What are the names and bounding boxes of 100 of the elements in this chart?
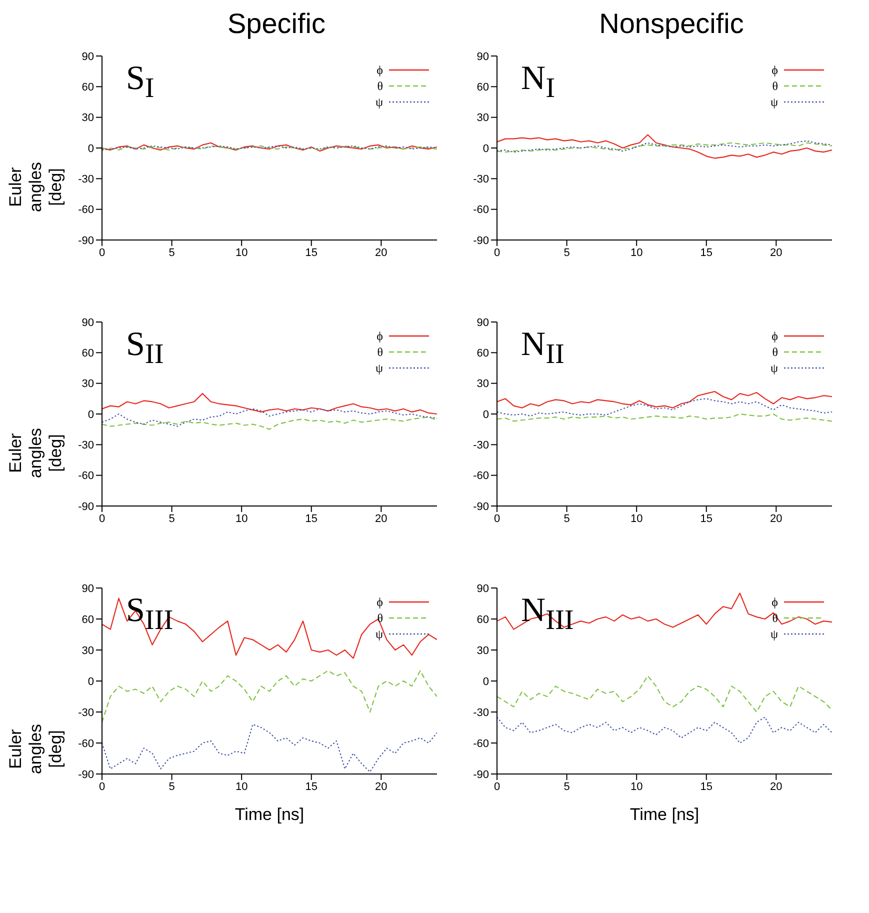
line-series (102, 142, 437, 152)
legend-label: ψ (770, 626, 778, 642)
y-tick-label: 0 (482, 142, 489, 155)
x-tick-label: 15 (700, 512, 712, 525)
y-tick-label: 60 (82, 348, 94, 360)
y-tick-label: 30 (82, 644, 94, 657)
legend-label: ϕ (376, 62, 383, 78)
x-axis-title: Time [ns] (234, 805, 304, 824)
x-tick-label: 5 (168, 780, 175, 793)
legend-label: ϕ (376, 328, 383, 344)
legend-label: θ (377, 610, 383, 626)
y-tick-label: 0 (88, 408, 94, 421)
legend-label: ψ (770, 94, 778, 110)
x-tick-label: 10 (630, 512, 643, 525)
line-series (102, 670, 437, 723)
x-tick-label: 0 (494, 512, 500, 525)
x-tick-label: 15 (700, 780, 712, 793)
line-series (102, 408, 437, 427)
y-tick-label: 30 (476, 378, 489, 390)
y-tick-label: -90 (473, 768, 489, 781)
y-tick-label: 0 (482, 408, 489, 421)
y-tick-label: 0 (482, 676, 489, 688)
y-tick-label: -90 (78, 500, 94, 513)
x-tick-label: 20 (770, 780, 782, 793)
y-tick-label: -60 (473, 738, 489, 750)
x-tick-label: 0 (494, 780, 500, 793)
legend-label: θ (772, 344, 778, 360)
y-tick-label: 60 (476, 614, 489, 626)
x-tick-label: 0 (98, 512, 106, 525)
legend-label: ψ (375, 626, 383, 642)
annotation: N$_{II}$ (521, 326, 564, 371)
y-tick-label: -60 (78, 738, 94, 750)
x-tick-label: 10 (630, 246, 643, 259)
y-tick-label: -30 (473, 706, 489, 719)
x-tick-label: 15 (305, 246, 318, 259)
x-tick-label: 5 (168, 246, 175, 259)
y-axis-title: Euler angles [deg] (6, 426, 66, 480)
y-tick-label: -30 (78, 440, 94, 452)
x-tick-label: 20 (770, 512, 782, 525)
y-tick-label: 60 (476, 348, 489, 360)
y-tick-label: 90 (476, 582, 489, 595)
y-tick-label: -90 (473, 500, 489, 513)
annotation: S$_{I}$ (126, 60, 154, 105)
y-axis-title: Euler angles [deg] (6, 722, 66, 776)
y-tick-label: 90 (476, 316, 489, 329)
line-series (497, 398, 832, 417)
line-series (102, 416, 437, 430)
x-tick-label: 20 (375, 246, 388, 259)
x-tick-label: 15 (305, 780, 318, 793)
x-tick-label: 10 (235, 512, 248, 525)
x-tick-label: 10 (630, 780, 643, 793)
y-tick-label: 0 (88, 142, 94, 155)
x-tick-label: 0 (98, 780, 106, 793)
y-tick-label: 30 (82, 112, 94, 124)
y-tick-label: -60 (78, 470, 94, 482)
line-series (497, 413, 832, 422)
y-tick-label: 60 (476, 82, 489, 94)
x-tick-label: 10 (235, 780, 248, 793)
y-tick-label: 60 (82, 82, 94, 94)
y-tick-label: -90 (78, 234, 94, 247)
y-tick-label: 90 (476, 50, 489, 63)
line-series (497, 675, 832, 713)
line-series (102, 598, 437, 659)
legend-label: ϕ (772, 62, 778, 78)
legend-label: ψ (375, 360, 383, 376)
y-tick-label: -60 (473, 204, 489, 216)
y-tick-label: -30 (473, 174, 489, 186)
x-tick-label: 0 (494, 246, 500, 259)
y-tick-label: -30 (473, 440, 489, 452)
legend-label: ϕ (772, 594, 778, 610)
y-tick-label: 90 (82, 50, 94, 63)
y-tick-label: -90 (78, 768, 94, 781)
legend-label: ψ (770, 360, 778, 376)
x-axis-title: Time [ns] (630, 805, 700, 824)
x-tick-label: 0 (98, 246, 106, 259)
y-axis-title: Euler angles [deg] (6, 160, 66, 214)
legend-label: θ (377, 78, 383, 94)
y-tick-label: -30 (78, 174, 94, 186)
y-tick-label: -30 (78, 706, 94, 719)
legend-label: θ (377, 344, 383, 360)
annotation: N$_{I}$ (521, 60, 555, 105)
y-tick-label: -60 (78, 204, 94, 216)
x-tick-label: 20 (375, 780, 388, 793)
y-tick-label: 60 (82, 614, 94, 626)
line-series (497, 592, 832, 630)
line-series (497, 390, 832, 408)
x-tick-label: 15 (305, 512, 318, 525)
legend-label: ψ (375, 94, 383, 110)
legend-label: ϕ (772, 328, 778, 344)
x-tick-label: 20 (770, 246, 782, 259)
x-tick-label: 10 (235, 246, 248, 259)
y-tick-label: 90 (82, 582, 94, 595)
x-tick-label: 5 (168, 512, 175, 525)
line-series (102, 393, 437, 415)
legend-label: θ (772, 610, 778, 626)
x-tick-label: 5 (564, 512, 570, 525)
legend-label: θ (772, 78, 778, 94)
chart-title: Nonspecific (598, 8, 744, 41)
y-tick-label: 0 (88, 676, 94, 688)
chart-title: Specific (226, 8, 326, 41)
